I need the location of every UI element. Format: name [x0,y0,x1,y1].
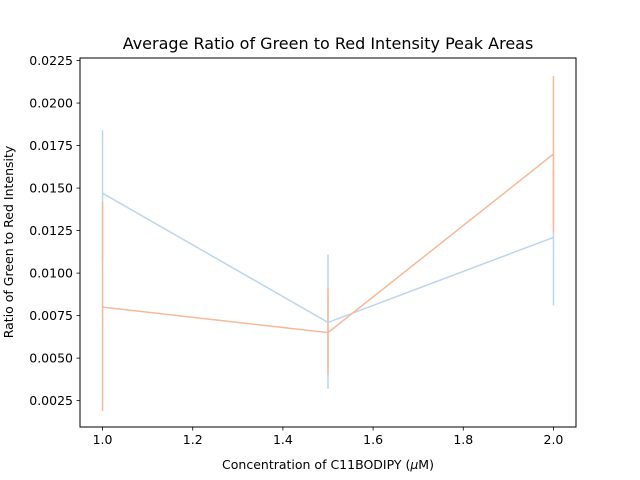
x-tick-label: 1.8 [453,432,473,447]
chart-title: Average Ratio of Green to Red Intensity … [123,34,534,53]
x-tick-label: 2.0 [544,432,564,447]
x-axis-label-unit: M) [418,457,434,472]
series-line-1 [102,192,554,324]
y-tick-label: 0.0150 [29,181,73,196]
y-axis: 0.0025 0.0050 0.0075 0.0100 0.0125 0.0150 0.01… [29,53,80,408]
y-tick-label: 0.0100 [29,266,73,281]
y-axis-label: Ratio of Green to Red Intensity [1,145,16,338]
x-axis-label-main: Concentration of C11BODIPY ( [222,457,410,472]
y-tick-label: 0.0200 [29,96,73,111]
plot-frame [79,57,577,428]
y-tick-label: 0.0050 [29,351,73,366]
series-lines [102,153,554,334]
y-tick-label: 0.0125 [29,223,73,238]
y-tick-label: 0.0075 [29,308,73,323]
series-line-2 [102,153,554,334]
x-axis: 1.0 1.2 1.4 1.6 1.8 2.0 [93,427,564,447]
x-tick-label: 1.6 [363,432,383,447]
x-tick-label: 1.2 [183,432,203,447]
x-tick-label: 1.4 [273,432,293,447]
x-tick-label: 1.0 [93,432,113,447]
x-axis-label: Concentration of C11BODIPY (μM) [222,457,434,472]
y-tick-label: 0.0175 [29,138,73,153]
y-tick-label: 0.0225 [29,53,73,68]
y-tick-label: 0.0025 [29,393,73,408]
x-axis-label-mu: μ [409,457,418,472]
